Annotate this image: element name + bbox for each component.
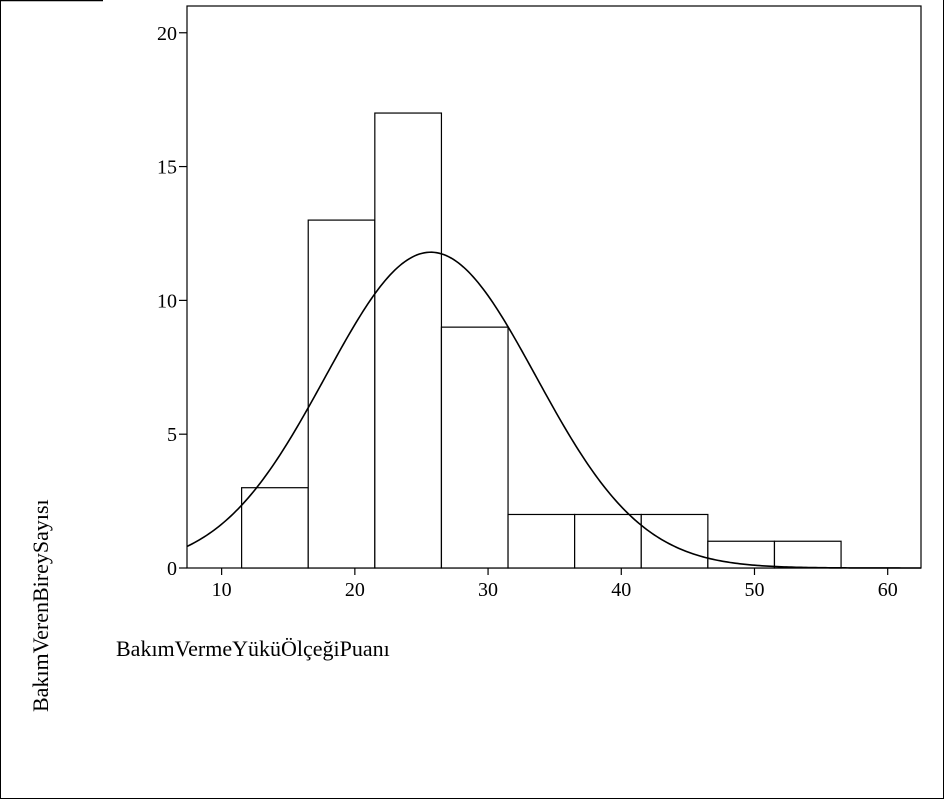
- x-axis: 10 20 30 40 50 60: [212, 568, 898, 601]
- y-tick-label: 20: [157, 23, 177, 45]
- y-tick-label: 15: [157, 157, 177, 179]
- x-tick-label: 20: [345, 579, 365, 601]
- histogram-bar-4: [440, 326, 509, 569]
- y-tick-label: 0: [167, 558, 177, 580]
- x-tick-label: 40: [611, 579, 631, 601]
- x-axis-label: BakımVermeYüküÖlçeğiPuanı: [116, 636, 390, 661]
- histogram-bar-6: [574, 513, 642, 569]
- histogram-bar-7: [640, 513, 709, 569]
- x-tick-label: 10: [212, 579, 232, 601]
- x-tick-label: 50: [744, 579, 764, 601]
- histogram-bar-9: [773, 540, 842, 569]
- y-tick-label: 5: [167, 424, 177, 446]
- normal-curve: [186, 251, 921, 569]
- histogram-bars: [241, 112, 842, 569]
- histogram-bar-3: [374, 112, 443, 569]
- x-tick-label: 60: [878, 579, 898, 601]
- histogram-bar-5: [507, 513, 576, 569]
- y-tick-label: 10: [157, 290, 177, 312]
- histogram-bar-2: [307, 219, 376, 569]
- y-axis-label: BakımVerenBireySayısı: [28, 499, 53, 712]
- plot-area: [186, 5, 922, 569]
- histogram-bar-1: [241, 487, 309, 569]
- y-axis: 0 5 10 15 20: [157, 23, 187, 580]
- x-tick-label: 30: [478, 579, 498, 601]
